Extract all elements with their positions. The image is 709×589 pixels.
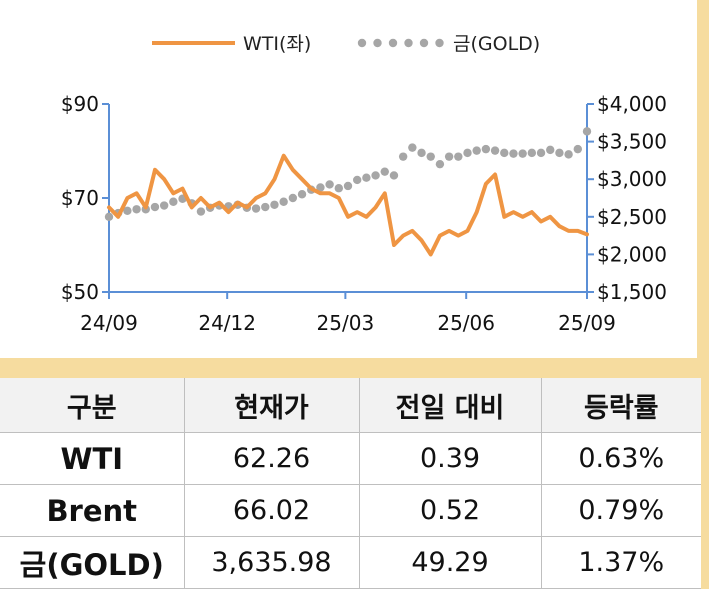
gold-point xyxy=(454,152,463,161)
gold-point xyxy=(371,171,380,180)
right-y-tick-label: $2,000 xyxy=(597,242,667,266)
legend-gold-dot xyxy=(357,38,367,48)
header-category: 구분 xyxy=(0,378,185,433)
legend-gold-dot xyxy=(435,38,444,48)
gold-point xyxy=(316,183,325,192)
left-y-tick-label: $50 xyxy=(61,280,99,304)
cell-change: 49.29 xyxy=(359,536,542,589)
right-y-tick-label: $3,500 xyxy=(597,130,667,154)
gold-point xyxy=(490,146,500,155)
gold-point xyxy=(159,201,169,210)
table-row-brent: Brent 66.02 0.52 0.79% xyxy=(0,484,701,537)
gold-point xyxy=(380,167,389,176)
gold-point xyxy=(435,159,445,169)
gold-point xyxy=(444,152,454,161)
cell-change-rate: 0.63% xyxy=(541,432,701,485)
cell-change: 0.52 xyxy=(359,484,542,537)
right-y-tick-label: $1,500 xyxy=(597,280,667,304)
gold-point xyxy=(261,202,270,212)
gold-point xyxy=(555,148,564,158)
gold-point xyxy=(536,148,546,158)
left-y-tick-label: $70 xyxy=(61,186,99,210)
gold-point xyxy=(325,180,334,189)
gold-point xyxy=(463,148,472,158)
header-change-rate: 등락률 xyxy=(541,378,701,433)
cell-change-rate: 0.79% xyxy=(541,484,701,537)
gold-point xyxy=(389,171,399,180)
chart-legend: WTI(좌) 금(GOLD) xyxy=(152,33,540,55)
gold-point xyxy=(509,149,518,158)
x-tick-label: 25/03 xyxy=(317,311,375,335)
cell-current-price: 62.26 xyxy=(184,432,360,485)
row-name: WTI xyxy=(0,432,185,485)
legend-gold-dot xyxy=(419,38,429,48)
quote-table-panel: 구분 현재가 전일 대비 등락률 WTI 62.26 0.39 0.63% Br… xyxy=(0,378,701,589)
table-header-row: 구분 현재가 전일 대비 등락률 xyxy=(0,378,701,433)
table-row-wti: WTI 62.26 0.39 0.63% xyxy=(0,432,701,485)
right-y-tick-label: $4,000 xyxy=(597,92,667,116)
gold-point xyxy=(150,202,160,212)
gold-point xyxy=(417,148,426,158)
right-y-tick-label: $2,500 xyxy=(597,205,667,229)
gold-point xyxy=(582,127,592,136)
gold-point xyxy=(297,190,307,199)
gold-point xyxy=(352,175,362,185)
cell-current-price: 66.02 xyxy=(184,484,360,537)
gold-point xyxy=(500,148,509,158)
chart-panel: WTI(좌) 금(GOLD) $50 $70 $90 $1,500 $2,000 $2,5… xyxy=(0,0,697,358)
gold-point xyxy=(362,173,371,182)
gold-point xyxy=(288,193,298,203)
cell-change-rate: 1.37% xyxy=(541,536,701,589)
gold-point xyxy=(472,146,481,155)
gold-point xyxy=(408,143,417,152)
gold-point xyxy=(270,200,279,209)
gold-point xyxy=(132,205,141,214)
quote-table: 구분 현재가 전일 대비 등락률 WTI 62.26 0.39 0.63% Br… xyxy=(0,378,701,589)
gold-point xyxy=(481,144,491,154)
gold-point xyxy=(251,204,261,213)
gold-point xyxy=(518,149,527,158)
gold-point xyxy=(334,184,344,193)
table-row-gold: 금(GOLD) 3,635.98 49.29 1.37% xyxy=(0,536,701,589)
x-tick-label: 24/12 xyxy=(198,311,256,335)
x-tick-label: 25/06 xyxy=(437,311,495,335)
gold-point xyxy=(398,152,408,161)
gold-point xyxy=(546,145,555,155)
cell-current-price: 3,635.98 xyxy=(184,536,360,589)
gold-point xyxy=(573,144,583,154)
x-tick-label: 24/09 xyxy=(80,311,138,335)
gold-point xyxy=(104,212,114,221)
gold-point xyxy=(279,197,288,206)
legend-wti-label: WTI(좌) xyxy=(243,33,311,55)
row-name: 금(GOLD) xyxy=(0,536,185,589)
gold-point xyxy=(343,181,353,191)
gold-point xyxy=(196,207,206,216)
cell-change: 0.39 xyxy=(359,432,542,485)
gold-point xyxy=(169,197,178,206)
gold-point xyxy=(564,150,573,159)
gold-point xyxy=(426,152,435,161)
legend-gold-dot xyxy=(388,38,398,48)
gold-point xyxy=(527,148,537,158)
legend-gold-dot xyxy=(373,38,382,48)
price-chart: WTI(좌) 금(GOLD) $50 $70 $90 $1,500 $2,000 $2,5… xyxy=(61,33,667,335)
row-name: Brent xyxy=(0,484,185,537)
legend-gold-dot xyxy=(404,38,413,48)
wti-series-line xyxy=(107,153,589,257)
legend-gold-label: 금(GOLD) xyxy=(453,33,540,55)
header-change: 전일 대비 xyxy=(359,378,542,433)
x-tick-label: 25/09 xyxy=(558,311,616,335)
right-y-tick-label: $3,000 xyxy=(597,167,667,191)
legend-gold-swatch xyxy=(357,38,444,48)
gold-point xyxy=(123,206,132,215)
left-y-tick-label: $90 xyxy=(61,92,99,116)
header-current-price: 현재가 xyxy=(184,378,360,433)
